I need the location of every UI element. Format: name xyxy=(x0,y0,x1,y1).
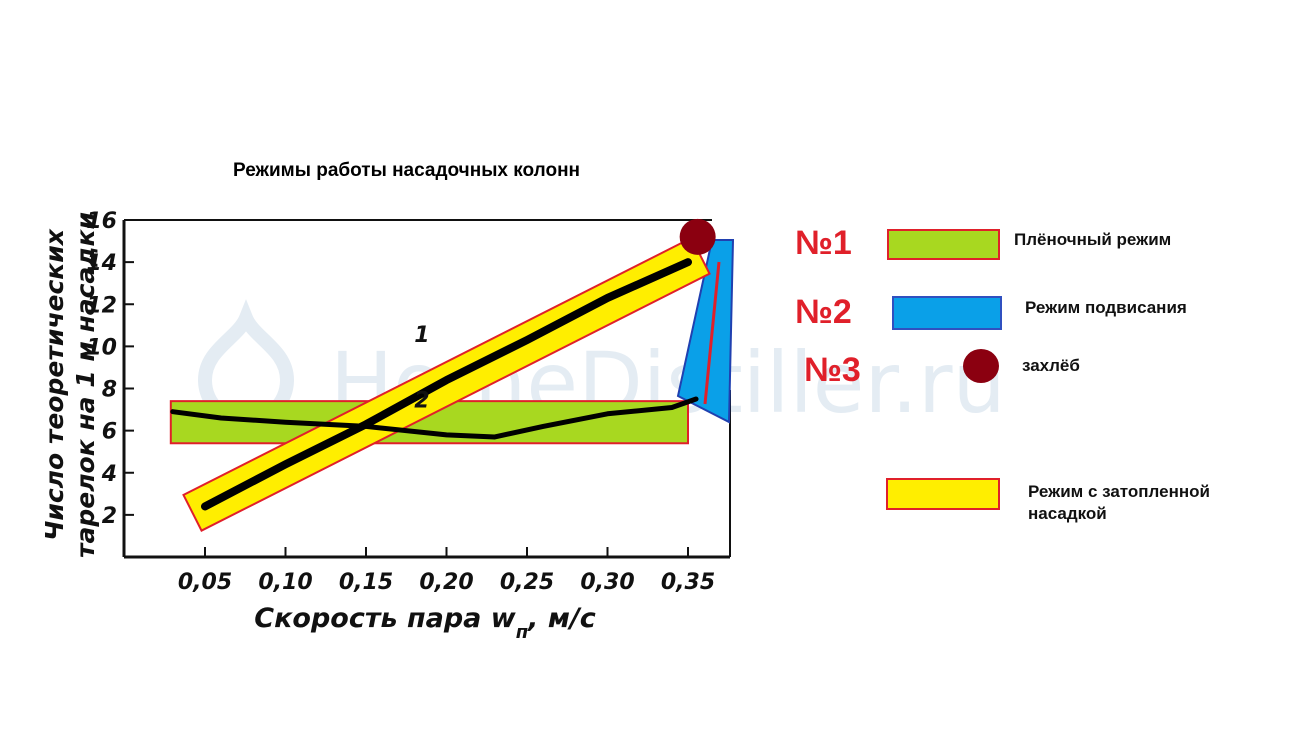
y-tick-label-2: 2 xyxy=(102,504,117,529)
legend-label-film: Плёночный режим xyxy=(1014,230,1172,249)
legend-num-2: №2 xyxy=(795,293,852,331)
x-tick-label-5: 0,30 xyxy=(580,570,634,595)
legend-num-3: №3 xyxy=(804,351,861,389)
y-tick-label-4: 4 xyxy=(101,462,117,487)
legend-label-flooded-line2: насадкой xyxy=(1028,504,1107,523)
legend-swatch-flood xyxy=(963,349,999,383)
series-line-2 xyxy=(170,396,699,440)
legend-swatch-film xyxy=(887,229,1000,260)
x-tick-label-3: 0,20 xyxy=(419,570,473,595)
chart-title: Режимы работы насадочных колонн xyxy=(233,160,581,181)
y-tick-label-8: 8 xyxy=(102,378,117,403)
x-tick-label-6: 0,35 xyxy=(661,570,715,595)
legend-label-flooded: Режим с затопленной насадкой xyxy=(1028,481,1210,525)
y-tick-label-12: 12 xyxy=(86,293,117,318)
y-tick-label-10: 10 xyxy=(86,335,117,360)
legend-label-hanging: Режим подвисания xyxy=(1025,298,1187,317)
region-hanging xyxy=(676,239,735,424)
x-tick-label-4: 0,25 xyxy=(500,570,554,595)
y-tick-label-14: 14 xyxy=(86,251,117,276)
series-line-1 xyxy=(201,258,692,511)
series-label-1: 1 xyxy=(414,323,429,348)
y-axis-label-line1: Число теоретических xyxy=(40,228,69,541)
series-label-2: 2 xyxy=(414,388,429,413)
legend-label-flood: захлёб xyxy=(1022,356,1080,375)
y-axis-label-line2: тарелок на 1 м насадки xyxy=(71,212,100,558)
legend-swatch-hanging xyxy=(892,296,1002,330)
x-tick-label-2: 0,15 xyxy=(339,570,393,595)
x-axis-label: Скорость пара wп, м/с xyxy=(254,603,596,643)
flood-point xyxy=(679,218,716,255)
region-hanging-edge xyxy=(703,261,721,405)
y-tick-label-6: 6 xyxy=(102,420,117,445)
legend-label-flooded-line1: Режим с затопленной xyxy=(1028,482,1210,501)
x-tick-label-1: 0,10 xyxy=(258,570,312,595)
legend-num-1: №1 xyxy=(795,224,852,262)
legend-swatch-flooded xyxy=(886,478,1000,510)
x-tick-label-0: 0,05 xyxy=(178,570,232,595)
y-tick-label-16: 16 xyxy=(86,209,117,234)
